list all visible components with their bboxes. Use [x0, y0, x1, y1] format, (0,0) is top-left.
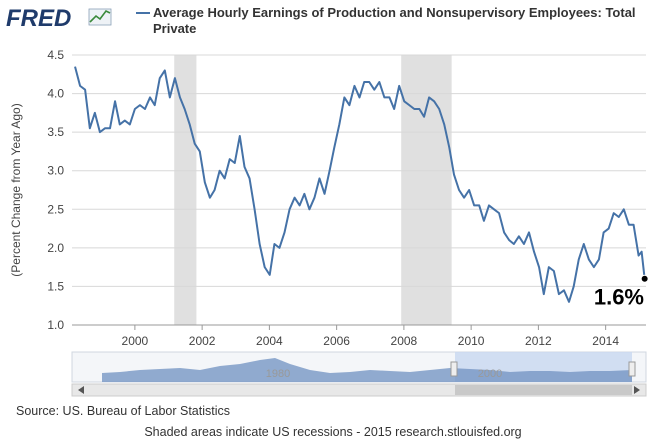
data-line: [74, 66, 646, 303]
logo: FRED: [6, 5, 71, 32]
source: Source: US. Bureau of Labor Statistics: [16, 404, 230, 418]
y-tick-label: 2.0: [47, 241, 64, 255]
x-tick-label: 2008: [391, 334, 418, 348]
recession-band: [401, 55, 452, 325]
recession-band: [174, 55, 197, 325]
x-tick-label: 2000: [122, 334, 149, 348]
navigator-label: 2000: [478, 368, 502, 380]
x-tick-label: 2010: [458, 334, 485, 348]
x-tick-label: 2004: [256, 334, 283, 348]
y-tick-label: 1.0: [47, 318, 64, 332]
y-tick-label: 3.0: [47, 164, 64, 178]
y-axis-label: (Percent Change from Year Ago): [9, 103, 23, 276]
legend-entry: Average Hourly Earnings of Production an…: [153, 5, 636, 36]
plot-layer: [72, 54, 646, 330]
footer: Shaded areas indicate US recessions - 20…: [144, 425, 521, 439]
x-tick-label: 2014: [592, 334, 619, 348]
y-tick-label: 2.5: [47, 202, 64, 216]
navigator-label: 1980: [266, 368, 290, 380]
x-tick-label: 2006: [323, 334, 350, 348]
y-tick-label: 4.0: [47, 87, 64, 101]
y-tick-label: 4.5: [47, 48, 64, 62]
y-tick-label: 1.5: [47, 279, 64, 293]
end-point: [640, 274, 649, 283]
y-tick-label: 3.5: [47, 125, 64, 139]
logo-icon: [88, 8, 112, 26]
annotation: 1.6%: [594, 285, 644, 310]
x-tick-label: 2012: [525, 334, 552, 348]
x-tick-label: 2002: [189, 334, 216, 348]
navigator: [71, 351, 647, 397]
